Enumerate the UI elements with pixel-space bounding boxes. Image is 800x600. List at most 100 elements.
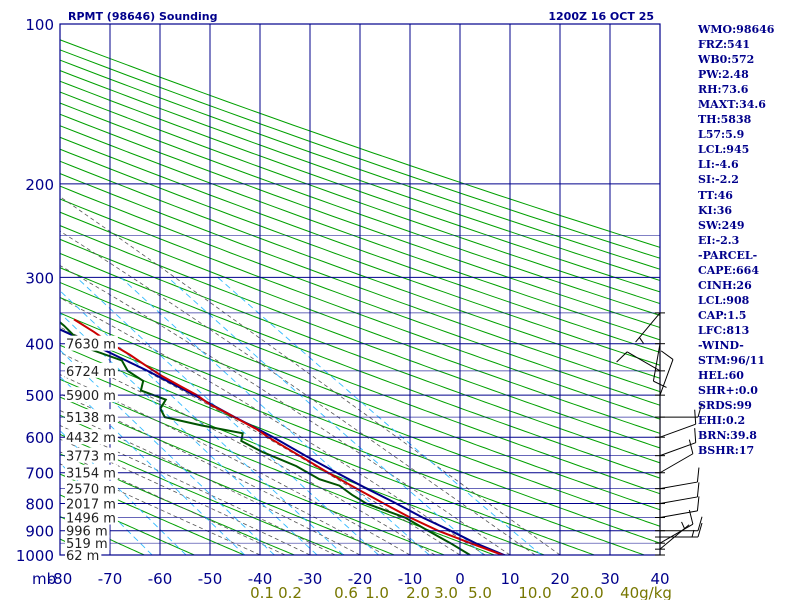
wind-barb-staff (659, 453, 694, 474)
stat-item: STM:96/11 (698, 354, 765, 368)
stat-item: LFC:813 (698, 323, 750, 337)
mixing-ratio-label: 2.0 (406, 584, 430, 600)
temperature-tick-label: -30 (298, 570, 323, 588)
height-label: 6724 m (66, 365, 116, 380)
wind-barb (655, 482, 700, 505)
dry-adiabat (60, 113, 660, 329)
stat-item: -WIND- (698, 338, 744, 352)
height-label: 4432 m (66, 431, 116, 446)
wind-barb (655, 522, 703, 538)
dry-adiabat (60, 211, 660, 434)
wind-barb-feather (697, 402, 703, 418)
valid-time: 1200Z 16 OCT 25 (548, 10, 654, 23)
stat-item: WB0:572 (698, 53, 755, 67)
temperature-tick-label: 30 (600, 570, 619, 588)
wind-barb-feather (616, 351, 628, 363)
temperature-tick-label: -10 (398, 570, 423, 588)
stat-item: CAPE:664 (698, 263, 759, 277)
stat-item: BSHR:17 (698, 444, 755, 458)
temperature-line (73, 318, 506, 555)
wind-barb-staff (659, 423, 696, 438)
height-label: 7630 m (66, 338, 116, 353)
dry-adiabat (60, 198, 660, 420)
dry-adiabat (60, 49, 660, 259)
height-label-bg (65, 447, 118, 463)
height-label-bg (65, 547, 102, 562)
dry-adiabat (60, 473, 246, 555)
wind-barb (655, 428, 697, 457)
wind-barb-feather (697, 516, 703, 531)
wind-barb-feather (660, 350, 674, 360)
wind-barb-staff (659, 523, 694, 544)
height-label: 2017 m (66, 498, 116, 513)
dry-adiabat (60, 281, 660, 511)
height-label-bg (65, 429, 118, 445)
wind-barb (635, 312, 665, 344)
height-label: 1496 m (66, 512, 116, 527)
dry-adiabat (60, 396, 446, 555)
stat-item: CINH:26 (698, 278, 752, 292)
mixing-ratio-label: 20.0 (570, 584, 603, 600)
pressure-tick-label: 900 (25, 523, 54, 541)
stat-item: PW:2.48 (698, 68, 749, 82)
height-label: 5138 m (66, 411, 116, 426)
moist-adiabat (60, 438, 311, 555)
mixing-ratio-label: 1.0 (365, 584, 389, 600)
stat-item: KI:36 (698, 203, 733, 217)
dry-adiabat (60, 39, 660, 248)
wind-barb-feather (696, 467, 700, 483)
pressure-unit-label: mb (32, 570, 56, 588)
wind-barb (655, 496, 700, 519)
height-label-bg (65, 535, 110, 551)
moist-adiabat (60, 463, 261, 555)
wind-barb-feather (697, 522, 703, 538)
temperature-tick-label: -80 (48, 570, 73, 588)
dry-adiabat (60, 433, 346, 555)
dry-adiabat (60, 225, 660, 449)
moist-adiabat (60, 393, 386, 555)
wind-barb (655, 516, 703, 532)
temperature-tick-label: -70 (98, 570, 123, 588)
stat-item: HEL:60 (698, 369, 744, 383)
dry-adiabat (60, 414, 396, 555)
stat-item: WMO:98646 (698, 23, 775, 36)
dry-adiabat (60, 267, 660, 495)
wind-barb-staff (635, 312, 661, 343)
pressure-tick-label: 800 (25, 496, 54, 514)
mixing-ratio-label: 0.1 (250, 584, 274, 600)
temperature-tick-label: 20 (550, 570, 569, 588)
wind-barb-staff (659, 481, 698, 490)
wind-barb-staff (659, 510, 698, 519)
dry-adiabat (60, 59, 660, 270)
pressure-tick-label: 400 (25, 336, 54, 354)
wind-barb-staff (659, 442, 696, 457)
dry-adiabat (60, 136, 660, 353)
dewpoint-line (60, 321, 471, 555)
mixing-ratio-line (167, 277, 484, 555)
height-label-bg (65, 387, 118, 403)
height-label-bg (65, 522, 110, 538)
wind-barb (616, 351, 665, 372)
stat-item: SI:-2.2 (698, 173, 739, 187)
height-label: 996 m (66, 525, 108, 540)
dry-adiabat (0, 12, 68, 566)
chart-title: RPMT (98646) Sounding (68, 10, 217, 23)
mixing-ratio-line (60, 290, 344, 555)
dry-adiabat (60, 312, 660, 544)
height-label: 5900 m (66, 389, 116, 404)
stat-item: EI:-2.3 (698, 233, 740, 247)
stat-item: SHR+:0.0 (698, 384, 758, 398)
height-label-bg (65, 362, 118, 378)
pressure-tick-label: 700 (25, 465, 54, 483)
height-label: 2570 m (66, 483, 116, 498)
mixing-ratio-label: 3.0 (434, 584, 458, 600)
height-label-bg (65, 464, 118, 480)
pressure-tick-label: 1000 (16, 547, 54, 565)
stat-item: CAP:1.5 (698, 308, 747, 322)
dry-adiabat (60, 160, 660, 379)
mixing-ratio-line (217, 277, 542, 555)
moist-adiabat (60, 196, 561, 555)
stat-item: FRZ:541 (698, 38, 751, 52)
height-label-bg (65, 409, 118, 425)
